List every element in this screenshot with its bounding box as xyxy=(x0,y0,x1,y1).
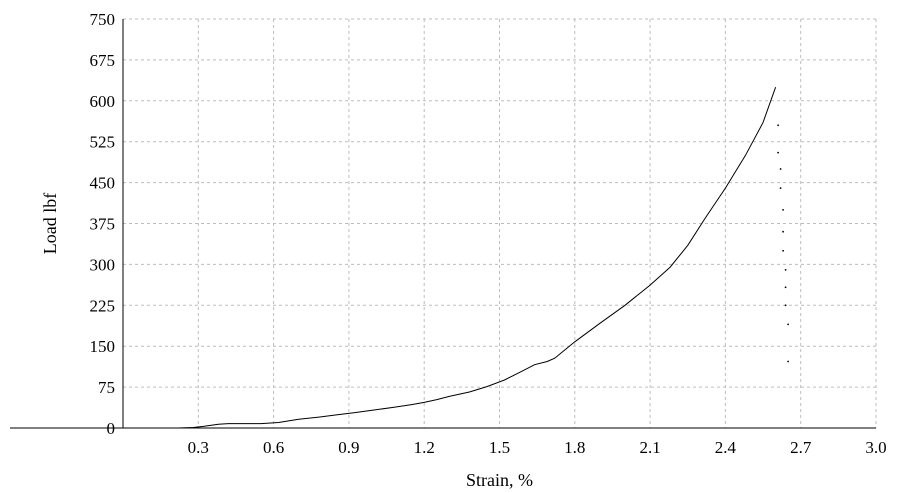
y-tick-label: 525 xyxy=(90,133,116,152)
x-tick-label: 1.8 xyxy=(564,438,585,457)
y-tick-label: 150 xyxy=(90,337,116,356)
x-tick-label: 2.1 xyxy=(639,438,660,457)
failure-drop-point xyxy=(779,168,782,170)
x-tick-label: 2.7 xyxy=(790,438,812,457)
failure-drop-point xyxy=(779,187,782,190)
load-curve-line xyxy=(178,87,777,429)
failure-drop-point xyxy=(782,230,784,233)
failure-drop-point xyxy=(787,360,789,363)
failure-drop-point xyxy=(782,209,784,211)
failure-drop-point xyxy=(782,249,784,252)
x-tick-label: 2.4 xyxy=(715,438,737,457)
y-tick-label: 375 xyxy=(90,215,116,234)
failure-drop-point xyxy=(787,323,789,326)
y-tick-label: 600 xyxy=(90,92,116,111)
x-tick-labels: 0.3 0.6 0.9 1.2 1.5 1.8 2.1 2.4 2.7 3.0 xyxy=(188,438,887,457)
failure-drop-point xyxy=(777,151,779,154)
failure-drop-point xyxy=(784,304,787,307)
y-tick-label: 0 xyxy=(107,419,116,438)
y-tick-label: 750 xyxy=(90,10,116,29)
data-series xyxy=(178,87,789,429)
y-axis-title: Load lbf xyxy=(40,193,60,254)
y-tick-label: 450 xyxy=(90,174,116,193)
y-tick-label: 675 xyxy=(90,51,116,70)
y-tick-label: 300 xyxy=(90,255,116,274)
x-tick-label: 3.0 xyxy=(865,438,886,457)
x-tick-label: 0.6 xyxy=(263,438,284,457)
y-tick-labels: 0 75 150 225 300 375 450 525 600 675 750 xyxy=(90,10,116,438)
y-tick-label: 75 xyxy=(98,378,115,397)
x-tick-label: 0.3 xyxy=(188,438,209,457)
y-tick-label: 225 xyxy=(90,296,116,315)
failure-drop-point xyxy=(777,124,779,127)
axes xyxy=(10,19,876,429)
x-tick-label: 0.9 xyxy=(338,438,359,457)
failure-drop-point xyxy=(784,269,787,271)
x-tick-label: 1.2 xyxy=(414,438,435,457)
x-axis-title: Strain, % xyxy=(466,470,533,490)
x-tick-label: 1.5 xyxy=(489,438,510,457)
failure-drop-point xyxy=(784,286,787,289)
grid-lines xyxy=(123,18,877,428)
